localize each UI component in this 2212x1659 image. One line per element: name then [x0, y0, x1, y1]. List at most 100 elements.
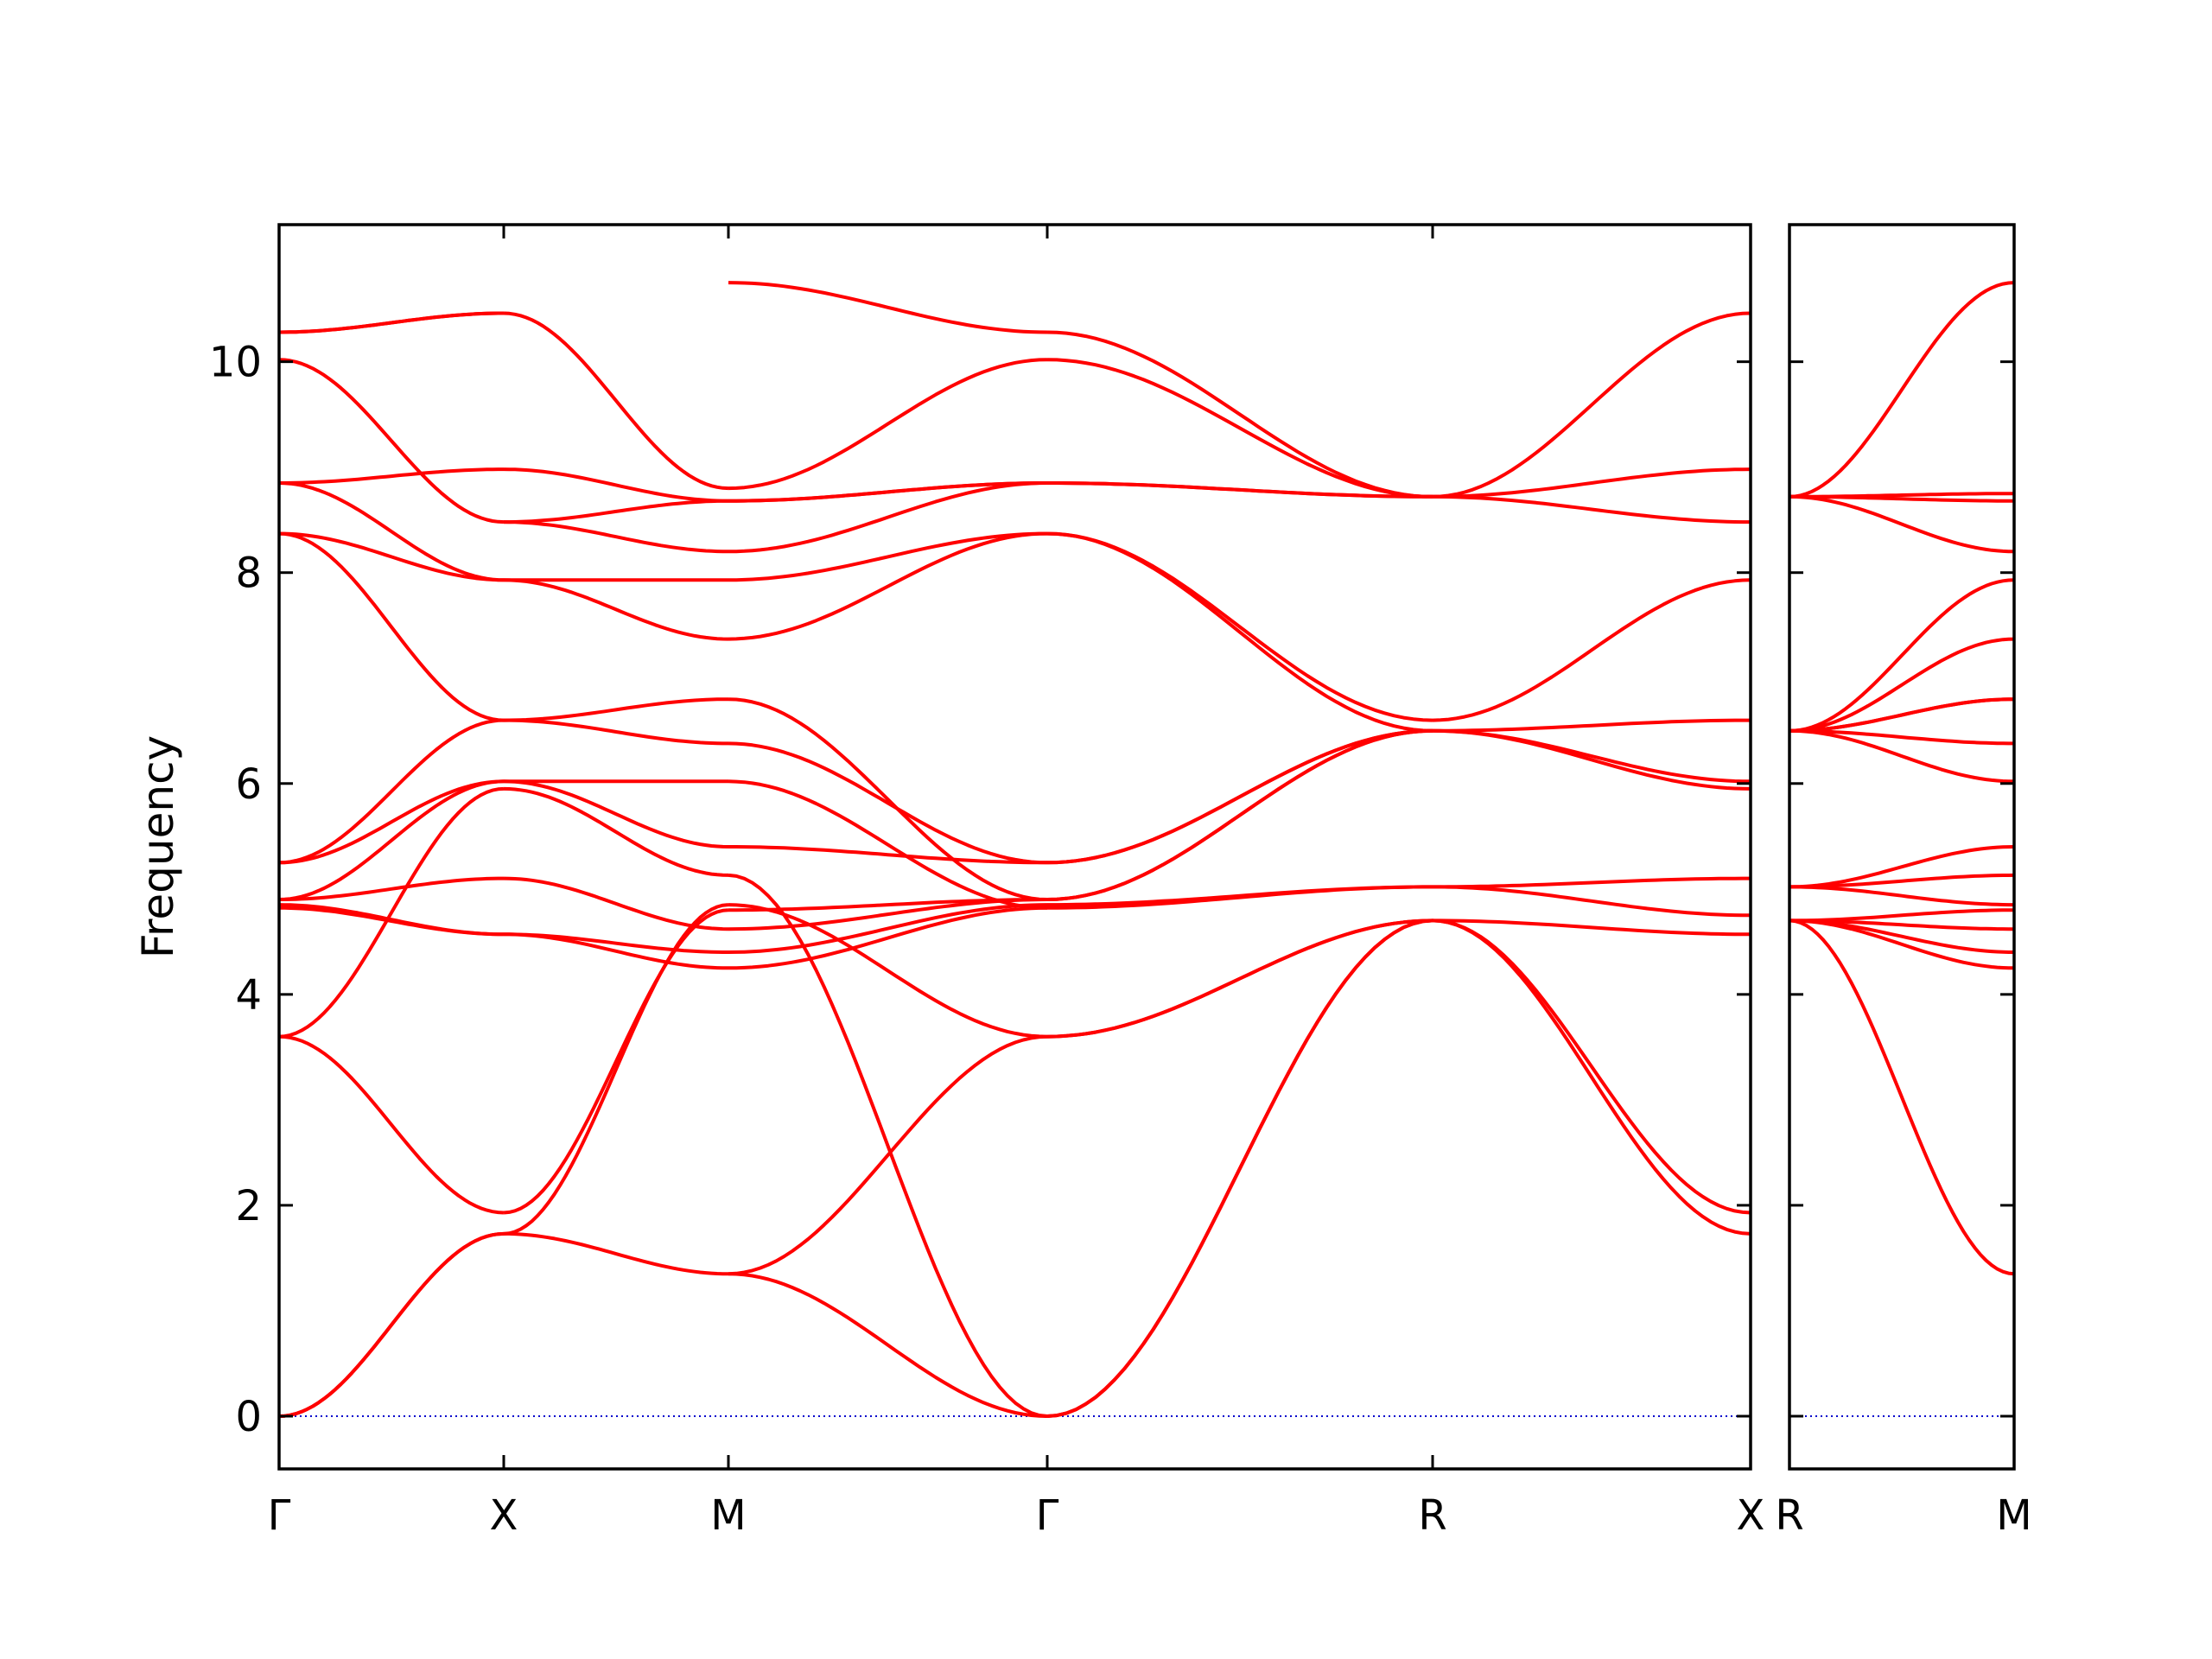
- band-panel1-seg1-branch2: [278, 1231, 505, 1418]
- band-panel1-seg5-branch1: [1432, 918, 1751, 1236]
- band-panel1-seg1-branch4: [278, 786, 505, 1039]
- band-panel1-seg4-branch16: [1046, 330, 1433, 499]
- band-panel1-seg1-branch15: [278, 358, 505, 524]
- band-panel1-seg3-branch11: [728, 741, 1048, 865]
- band-panel1-seg4-branch10: [1046, 728, 1433, 865]
- band-panel1-seg5-branch12: [1432, 311, 1751, 499]
- xtick-label-p1-4: R: [1418, 1491, 1446, 1540]
- band-panel1-seg3-branch8: [728, 873, 1048, 1418]
- ytick-label-0: 0: [235, 1393, 262, 1441]
- band-panel1-seg4-branch4: [1046, 918, 1433, 1039]
- band-panel1-seg1-branch11: [278, 531, 505, 722]
- band-panel1-seg5-branch7: [1432, 728, 1751, 784]
- band-panel2-seg1-branch17: [1789, 492, 2014, 499]
- band-panel1-seg4-branch12: [1046, 531, 1433, 722]
- band-panel1-seg3-branch4: [728, 903, 1048, 954]
- band-panel2-seg1-branch12: [1789, 697, 2014, 733]
- band-panel1-seg3-branch1: [728, 1272, 1048, 1418]
- band-panel1-seg5-branch5: [1433, 876, 1751, 889]
- band-panel2-seg1-branch13: [1789, 637, 2015, 733]
- band-panel1-seg3-branch10: [728, 779, 1048, 910]
- phonon-bands: [278, 281, 2015, 1418]
- band-panel2-seg1-branch7: [1789, 873, 2015, 889]
- band-panel1-seg1-branch8: [278, 779, 505, 901]
- band-panel2-seg1-branch14: [1789, 578, 2015, 733]
- band-panel1-seg1-branch7: [279, 876, 504, 901]
- band-panel2-seg1-branch9: [1789, 728, 2015, 784]
- xtick-label-p1-5: X: [1737, 1491, 1765, 1540]
- band-panel1-seg2-branch11: [503, 697, 728, 722]
- band-panel1-seg2-branch17: [503, 311, 729, 491]
- band-panel1-seg2-branch15: [504, 499, 729, 524]
- band-panel1-seg3-branch3: [728, 906, 1048, 970]
- band-panel1-seg5-branch3: [1433, 918, 1751, 937]
- axis-ticks: [277, 225, 2016, 1469]
- band-panel2-seg1-branch1: [1789, 918, 2015, 1276]
- band-panel1-seg5-branch8: [1432, 718, 1751, 733]
- band-panel1-seg2-branch3: [503, 908, 729, 1215]
- band-panel1-seg3-branch2: [728, 1034, 1048, 1276]
- band-panel1-seg1-branch6: [278, 903, 505, 937]
- panel-frame-1: [277, 223, 1752, 1471]
- band-panel1-seg3-branch17: [728, 481, 1047, 503]
- band-panel1-seg2-branch7: [503, 786, 729, 877]
- ytick-label-1: 2: [235, 1182, 262, 1230]
- band-panel2-seg1-branch18: [1789, 281, 2015, 499]
- band-panel1-seg2-branch14: [503, 520, 728, 554]
- band-panel1-seg5-branch11: [1433, 467, 1751, 499]
- band-panel1-seg1-branch12: [279, 531, 505, 582]
- band-panel1-seg4-branch11: [1046, 531, 1433, 733]
- band-panel1-seg5-branch2: [1432, 918, 1751, 1215]
- band-panel1-seg5-branch4: [1433, 885, 1751, 918]
- xtick-label-p2-1: M: [1996, 1491, 2031, 1540]
- band-panel1-seg2-branch2: [503, 903, 729, 1236]
- band-panel1-seg4-branch14: [1047, 481, 1433, 499]
- ytick-label-3: 6: [235, 760, 262, 809]
- band-panel1-seg2-branch5: [504, 932, 728, 954]
- band-panel1-seg3-branch12: [728, 697, 1048, 901]
- band-panel1-seg3-branch15: [728, 481, 1048, 554]
- ytick-label-2: 4: [235, 971, 262, 1020]
- band-panel2-seg1-branch6: [1789, 885, 2014, 907]
- band-panel1-seg1-branch10: [278, 718, 505, 865]
- band-panel1-seg4-branch8: [1046, 728, 1433, 901]
- band-panel1-seg2-branch10: [504, 718, 728, 746]
- band-panel1-seg5-branch10: [1432, 494, 1751, 524]
- xtick-label-p1-2: M: [710, 1491, 746, 1540]
- band-panel1-seg1-branch9: [278, 779, 505, 865]
- band-panel2-seg1-branch10: [1789, 728, 2014, 746]
- ytick-label-4: 8: [235, 550, 262, 598]
- band-panel1-seg1-branch3: [278, 1034, 505, 1215]
- band-panel1-seg2-branch8: [503, 779, 729, 849]
- band-panel2-seg1-branch5: [1789, 908, 2014, 923]
- ytick-label-5: 10: [209, 339, 262, 387]
- band-panel1-seg4-branch2: [1046, 918, 1433, 1418]
- band-panel2-seg1-branch8: [1789, 845, 2015, 889]
- panel-frames: [277, 223, 2016, 1471]
- xtick-label-p2-0: R: [1775, 1491, 1803, 1540]
- band-panel1-seg2-branch12: [503, 578, 729, 641]
- band-panel1-seg2-branch1: [504, 1231, 728, 1276]
- band-panel1-seg2-branch16: [503, 467, 728, 503]
- band-panel1-seg3-branch19: [728, 281, 1048, 334]
- band-panel1-seg4-branch6: [1047, 885, 1433, 907]
- band-panel1-seg5-branch9: [1432, 578, 1751, 722]
- xtick-label-p1-1: X: [490, 1491, 518, 1540]
- band-panel1-seg3-branch14: [728, 531, 1047, 582]
- band-panel1-seg2-branch6: [503, 876, 729, 931]
- band-panel1-seg1-branch13: [278, 481, 505, 582]
- y-axis-title: Frequency: [133, 735, 183, 958]
- band-panel2-seg1-branch15: [1789, 494, 2015, 554]
- band-panel1-seg3-branch18: [728, 358, 1048, 491]
- band-panel1-seg3-branch7: [728, 903, 1048, 1039]
- band-panel1-seg1-branch17: [278, 311, 504, 334]
- xtick-label-p1-0: Γ: [268, 1491, 291, 1540]
- xtick-label-p1-3: Γ: [1036, 1491, 1059, 1540]
- band-panel1-seg1-branch14: [279, 467, 504, 485]
- panel-frame-2: [1788, 223, 2016, 1471]
- band-panel1-seg3-branch13: [728, 531, 1048, 641]
- band-panel1-seg4-branch15: [1046, 358, 1433, 499]
- band-panel1-seg3-branch9: [728, 845, 1047, 865]
